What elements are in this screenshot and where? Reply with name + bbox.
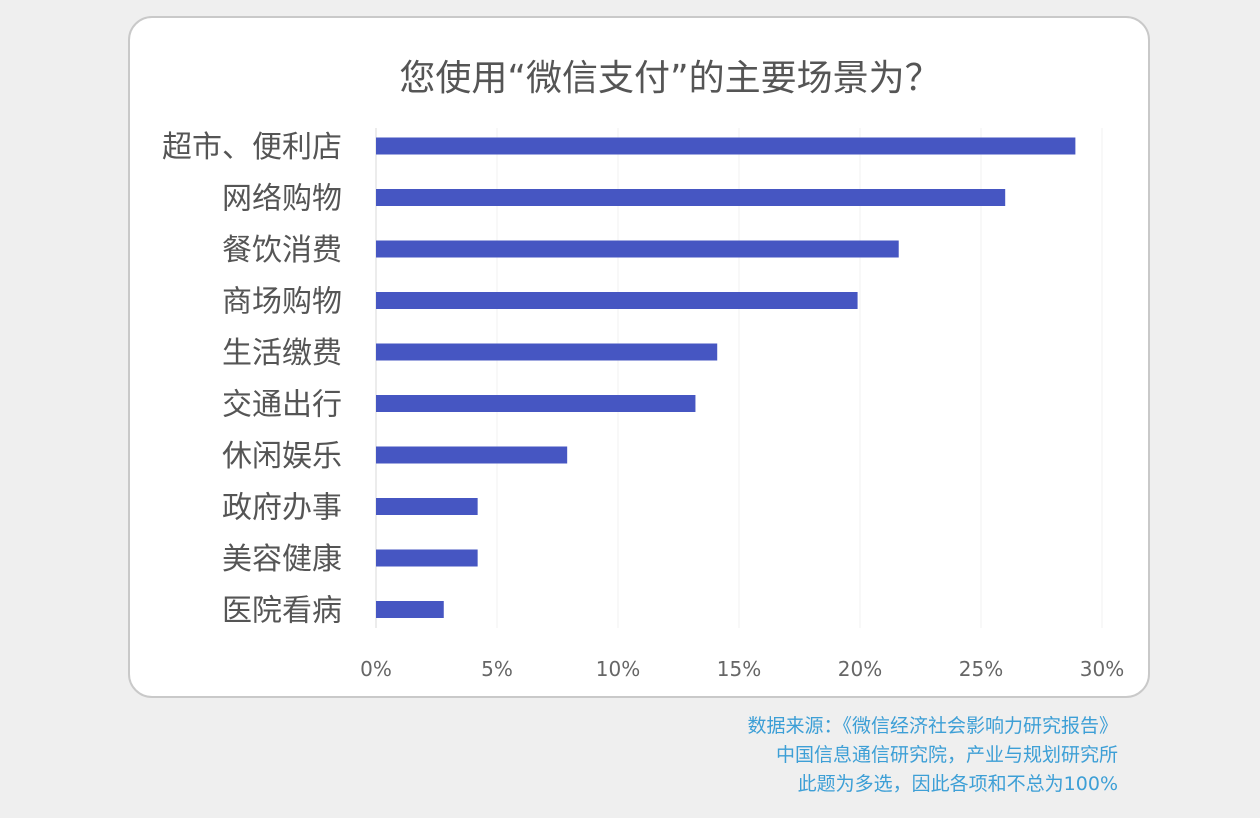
x-tick-label: 0% [360, 657, 392, 681]
category-label: 生活缴费 [222, 336, 342, 371]
category-label: 餐饮消费 [222, 233, 342, 268]
bars [376, 137, 1076, 618]
category-label: 政府办事 [222, 491, 342, 526]
x-tick-label: 20% [838, 657, 882, 681]
bar [376, 137, 1076, 155]
bar [376, 240, 899, 258]
source-line-1: 数据来源：《微信经济社会影响力研究报告》 [747, 715, 1118, 737]
x-tick-label: 30% [1080, 657, 1124, 681]
x-tick-label: 25% [959, 657, 1003, 681]
x-tick-labels: 0% 5% 10% 15% 20% 25% 30% [360, 657, 1124, 681]
bar [376, 498, 478, 515]
bar [376, 343, 718, 361]
x-tick-label: 15% [717, 657, 761, 681]
bar [376, 189, 1006, 206]
source-line-2: 中国信息通信研究院，产业与规划研究所 [775, 744, 1118, 766]
category-label: 休闲娱乐 [222, 439, 342, 474]
category-label: 医院看病 [222, 594, 342, 629]
x-tick-label: 10% [596, 657, 640, 681]
bar [376, 395, 696, 412]
category-label: 美容健康 [222, 542, 342, 577]
source-note: 数据来源：《微信经济社会影响力研究报告》 中国信息通信研究院，产业与规划研究所 … [747, 712, 1118, 799]
bar [376, 292, 858, 309]
category-labels: 超市、便利店网络购物餐饮消费商场购物生活缴费交通出行休闲娱乐政府办事美容健康医院… [162, 130, 342, 629]
source-line-3: 此题为多选，因此各项和不总为100% [797, 773, 1118, 795]
bar [376, 601, 444, 618]
chart-card: 超市、便利店网络购物餐饮消费商场购物生活缴费交通出行休闲娱乐政府办事美容健康医院… [128, 16, 1150, 698]
category-label: 超市、便利店 [162, 130, 342, 165]
bar [376, 446, 568, 464]
bar-chart: 超市、便利店网络购物餐饮消费商场购物生活缴费交通出行休闲娱乐政府办事美容健康医院… [162, 58, 1124, 681]
category-label: 交通出行 [222, 388, 342, 423]
category-label: 网络购物 [222, 182, 342, 217]
grid-lines [375, 128, 1103, 628]
x-tick-label: 5% [481, 657, 513, 681]
chart-title: 您使用“微信支付”的主要场景为？ [399, 58, 940, 99]
category-label: 商场购物 [222, 285, 342, 320]
bar [376, 549, 478, 567]
